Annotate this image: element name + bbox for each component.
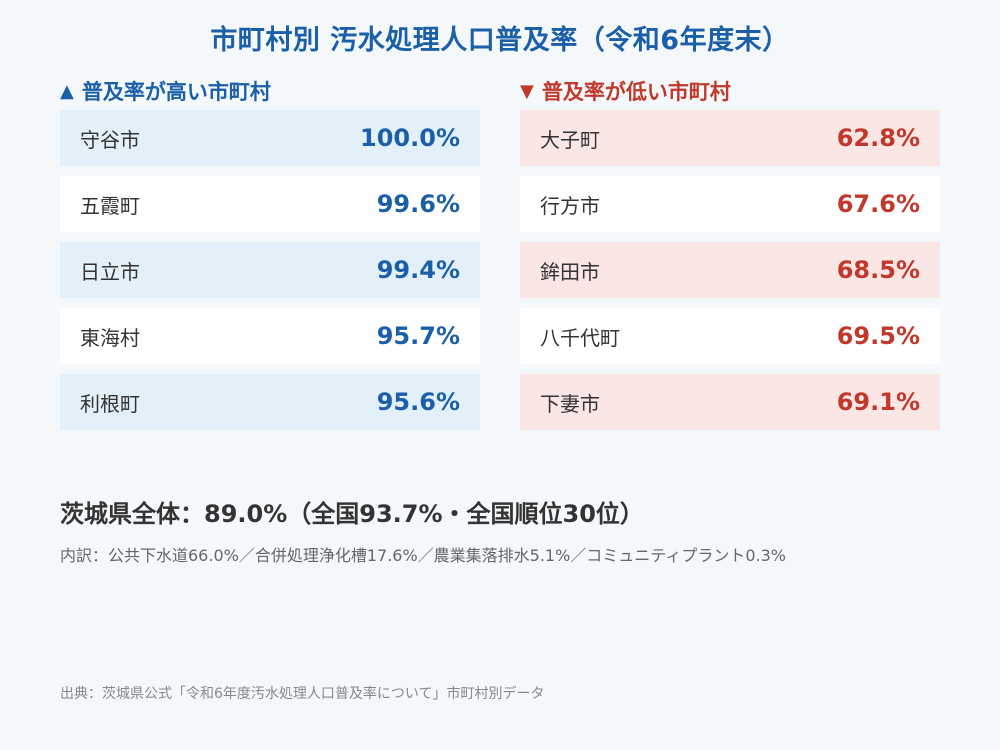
table-row: 日立市 99.4% [60,242,480,298]
municipality-name: 鉾田市 [540,259,600,284]
table-row: 五霞町 99.6% [60,176,480,232]
table-row: 利根町 95.6% [60,374,480,430]
municipality-name: 五霞町 [80,193,140,218]
high-rate-heading: ▲ 普及率が高い市町村 [60,76,480,106]
triangle-up-icon: ▲ [60,80,74,102]
rate-value: 95.6% [376,388,460,416]
low-rate-heading-label: 普及率が低い市町村 [541,80,731,104]
municipality-name: 日立市 [80,259,140,284]
triangle-down-icon: ▼ [520,80,534,102]
rate-value: 62.8% [836,124,920,152]
low-rate-column: ▼ 普及率が低い市町村 大子町 62.8% 行方市 67.6% 鉾田市 68.5… [520,76,940,440]
rate-value: 68.5% [836,256,920,284]
municipality-name: 下妻市 [540,391,600,416]
rate-value: 69.5% [836,322,920,350]
rate-value: 67.6% [836,190,920,218]
page-title: 市町村別 汚水処理人口普及率（令和6年度末） [210,25,790,56]
table-row: 下妻市 69.1% [520,374,940,430]
rate-value: 99.4% [376,256,460,284]
rate-value: 69.1% [836,388,920,416]
rate-value: 95.7% [376,322,460,350]
breakdown-note: 内訳：公共下水道66.0%／合併処理浄化槽17.6%／農業集落排水5.1%／コミ… [60,546,786,565]
municipality-name: 行方市 [540,193,600,218]
prefecture-summary: 茨城県全体：89.0%（全国93.7%・全国順位30位） [60,500,644,528]
table-row: 鉾田市 68.5% [520,242,940,298]
table-row: 守谷市 100.0% [60,110,480,166]
municipality-name: 大子町 [540,127,600,152]
table-row: 八千代町 69.5% [520,308,940,364]
high-rate-heading-label: 普及率が高い市町村 [81,80,271,104]
municipality-name: 利根町 [80,391,140,416]
table-row: 行方市 67.6% [520,176,940,232]
municipality-name: 東海村 [80,325,140,350]
table-row: 東海村 95.7% [60,308,480,364]
low-rate-heading: ▼ 普及率が低い市町村 [520,76,940,106]
rate-value: 100.0% [360,124,460,152]
table-row: 大子町 62.8% [520,110,940,166]
source-note: 出典：茨城県公式「令和6年度汚水処理人口普及率について」市町村別データ [60,686,545,702]
municipality-name: 八千代町 [540,325,620,350]
rate-value: 99.6% [376,190,460,218]
high-rate-column: ▲ 普及率が高い市町村 守谷市 100.0% 五霞町 99.6% 日立市 99.… [60,76,480,440]
municipality-name: 守谷市 [80,127,140,152]
